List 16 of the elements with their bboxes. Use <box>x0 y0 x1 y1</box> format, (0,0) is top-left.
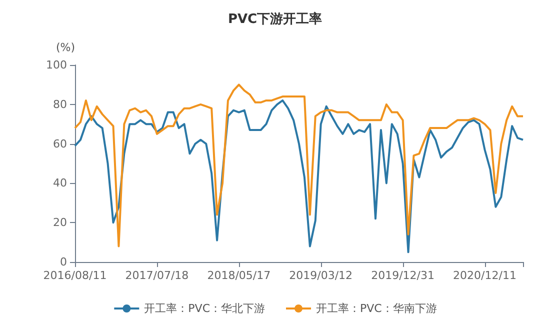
x-tick-label: 2017/07/18 <box>125 269 189 282</box>
x-tick-label: 2018/05/17 <box>207 269 271 282</box>
y-tick-label: 60 <box>53 137 67 150</box>
y-tick-label: 100 <box>46 58 67 72</box>
x-tick-label: 2019/03/12 <box>289 269 353 282</box>
y-tick-label: 80 <box>53 98 67 111</box>
y-tick-label: 0 <box>60 256 67 268</box>
y-tick-label: 40 <box>53 176 67 190</box>
chart-title: PVC下游开工率 <box>228 11 322 27</box>
legend-label: 开工率：PVC：华北下游 <box>144 302 266 315</box>
y-axis-title: (%) <box>56 41 75 54</box>
x-tick-label: 2016/08/11 <box>43 269 107 282</box>
legend-label: 开工率：PVC：华南下游 <box>316 302 437 315</box>
x-tick-label: 2020/12/11 <box>453 269 516 282</box>
x-tick-label: 2019/12/31 <box>371 269 435 282</box>
y-tick-label: 20 <box>53 216 67 230</box>
